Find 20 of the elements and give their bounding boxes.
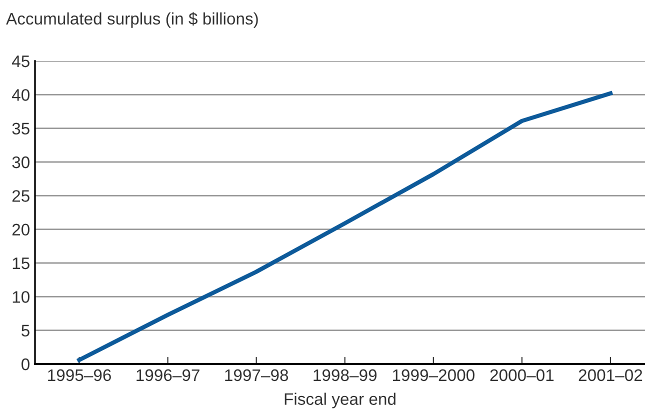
x-axis-title: Fiscal year end <box>284 392 396 408</box>
y-axis-title: Accumulated surplus (in $ billions) <box>6 12 258 28</box>
x-tick-label: 2000–01 <box>490 369 554 382</box>
x-tick-label: 1999–2000 <box>392 369 474 382</box>
line-series <box>77 91 613 362</box>
y-tick-label: 10 <box>12 291 30 303</box>
y-tick-label: 0 <box>22 358 30 370</box>
y-tick-label: 35 <box>12 122 30 135</box>
y-tick-label: 30 <box>12 156 30 168</box>
y-tick-label: 40 <box>12 89 30 101</box>
y-tick-label: 25 <box>12 190 30 202</box>
x-tick-label: 1995–96 <box>48 369 111 382</box>
x-tick-label: 2001–02 <box>578 369 642 382</box>
x-tick-label: 1997–98 <box>225 369 288 382</box>
x-tick-label: 1998–99 <box>314 369 377 382</box>
y-tick-label: 15 <box>12 258 30 270</box>
y-tick-label: 45 <box>12 56 30 68</box>
y-tick-label: 5 <box>22 324 30 337</box>
y-tick-label: 20 <box>12 224 30 236</box>
x-tick-label: 1996–97 <box>136 369 200 382</box>
